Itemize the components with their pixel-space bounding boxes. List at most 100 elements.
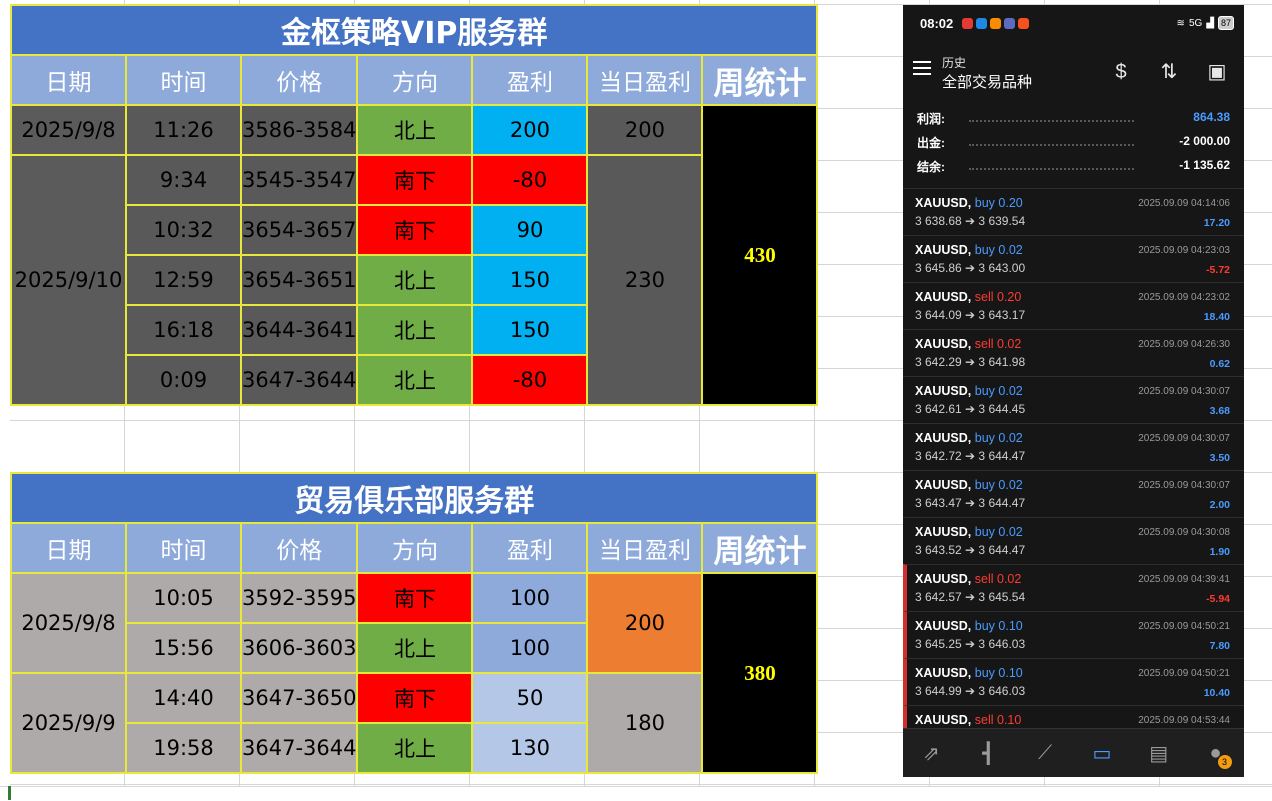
trade-symbol: XAUUSD, sell 0.02	[915, 337, 1021, 351]
date-cell[interactable]: 2025/9/10	[10, 154, 127, 406]
profit-cell[interactable]: 50	[471, 672, 589, 724]
header-price[interactable]: 价格	[239, 54, 359, 106]
trade-row[interactable]: XAUUSD, buy 0.02 2025.09.09 04:23:03 3 645…	[903, 235, 1244, 282]
header-direction[interactable]: 方向	[356, 522, 474, 574]
sort-icon[interactable]: ⇅	[1160, 61, 1178, 83]
price-cell[interactable]: 3592-3595	[239, 572, 359, 624]
time-cell[interactable]: 10:05	[125, 572, 242, 624]
daily-profit-cell[interactable]: 230	[586, 154, 704, 406]
direction-cell[interactable]: 南下	[356, 154, 474, 206]
direction-cell[interactable]: 北上	[356, 354, 474, 406]
profit-cell[interactable]: 150	[471, 304, 589, 356]
messages-icon[interactable]: ● 3	[1196, 733, 1236, 773]
time-cell[interactable]: 12:59	[125, 254, 242, 306]
price-cell[interactable]: 3647-3644	[239, 354, 359, 406]
time-cell[interactable]: 19:58	[125, 722, 242, 774]
bottom-navigation: ⇗ ┫ ⟋ ▭ ▤ ● 3	[903, 728, 1244, 777]
dollar-filter-icon[interactable]: $	[1115, 61, 1127, 83]
profit-cell[interactable]: 90	[471, 204, 589, 256]
price-cell[interactable]: 3644-3641	[239, 304, 359, 356]
date-cell[interactable]: 2025/9/8	[10, 572, 127, 674]
price-cell[interactable]: 3654-3651	[239, 254, 359, 306]
time-cell[interactable]: 11:26	[125, 104, 242, 156]
header-profit[interactable]: 盈利	[471, 54, 589, 106]
history-inbox-icon[interactable]: ▭	[1092, 742, 1112, 765]
direction-cell[interactable]: 北上	[356, 622, 474, 674]
news-icon[interactable]: ▤	[1149, 742, 1169, 765]
header-profit[interactable]: 盈利	[471, 522, 589, 574]
time-cell[interactable]: 10:32	[125, 204, 242, 256]
price-cell[interactable]: 3545-3547	[239, 154, 359, 206]
profit-cell[interactable]: -80	[471, 154, 589, 206]
trade-row[interactable]: XAUUSD, buy 0.02 2025.09.09 04:30:08 3 643…	[903, 517, 1244, 564]
trade-row[interactable]: XAUUSD, sell 0.02 2025.09.09 04:26:30 3 64…	[903, 329, 1244, 376]
profit-cell[interactable]: 100	[471, 572, 589, 624]
price-cell[interactable]: 3586-3584	[239, 104, 359, 156]
trade-symbol-name: XAUUSD,	[915, 431, 972, 445]
price-cell[interactable]: 3606-3603	[239, 622, 359, 674]
chart-candles-icon[interactable]: ┫	[982, 742, 995, 765]
price-cell[interactable]: 3647-3644	[239, 722, 359, 774]
header-date[interactable]: 日期	[10, 54, 127, 106]
time-cell[interactable]: 15:56	[125, 622, 242, 674]
table-title[interactable]: 金枢策略VIP服务群	[9, 4, 819, 56]
trade-row[interactable]: XAUUSD, buy 0.10 2025.09.09 04:50:21 3 645…	[903, 611, 1244, 658]
header-price[interactable]: 价格	[239, 522, 359, 574]
header-weekly-total[interactable]: 周统计	[701, 522, 819, 574]
quotes-icon[interactable]: ⇗	[923, 742, 940, 765]
trade-row[interactable]: XAUUSD, buy 0.02 2025.09.09 04:30:07 3 642…	[903, 376, 1244, 423]
trade-row[interactable]: XAUUSD, sell 0.10 2025.09.09 04:53:44	[903, 705, 1244, 752]
daily-profit-cell[interactable]: 180	[586, 672, 704, 774]
daily-profit-cell[interactable]: 200	[586, 104, 704, 156]
messages-badge: 3	[1217, 755, 1232, 769]
direction-cell[interactable]: 北上	[356, 254, 474, 306]
trade-row[interactable]: XAUUSD, sell 0.20 2025.09.09 04:23:02 3 64…	[903, 282, 1244, 329]
profit-cell[interactable]: -80	[471, 354, 589, 406]
direction-cell[interactable]: 南下	[356, 204, 474, 256]
trade-row[interactable]: XAUUSD, buy 0.02 2025.09.09 04:30:07 3 642…	[903, 423, 1244, 470]
profit-cell[interactable]: 150	[471, 254, 589, 306]
weekly-total-cell[interactable]: 380	[701, 572, 819, 774]
date-cell[interactable]: 2025/9/8	[10, 104, 127, 156]
trade-lot: 0.20	[997, 290, 1022, 304]
price-cell[interactable]: 3654-3657	[239, 204, 359, 256]
menu-icon[interactable]	[913, 61, 931, 75]
profit-cell[interactable]: 200	[471, 104, 589, 156]
trade-row[interactable]: XAUUSD, sell 0.02 2025.09.09 04:39:41 3 64…	[903, 564, 1244, 611]
direction-cell[interactable]: 南下	[356, 672, 474, 724]
trade-prices: 3 642.57 ➔ 3 645.54	[915, 590, 1026, 604]
trade-row[interactable]: XAUUSD, buy 0.10 2025.09.09 04:50:21 3 644…	[903, 658, 1244, 705]
profit-cell[interactable]: 130	[471, 722, 589, 774]
date-cell[interactable]: 2025/9/9	[10, 672, 127, 774]
direction-cell[interactable]: 北上	[356, 104, 474, 156]
direction-cell[interactable]: 北上	[356, 722, 474, 774]
table-title[interactable]: 贸易俱乐部服务群	[9, 472, 819, 524]
header-weekly-total[interactable]: 周统计	[701, 54, 819, 106]
header-date[interactable]: 日期	[10, 522, 127, 574]
trade-time: 2025.09.09 04:53:44	[1138, 715, 1230, 726]
header-daily-profit[interactable]: 当日盈利	[586, 522, 704, 574]
daily-profit-cell[interactable]: 200	[586, 572, 704, 674]
trade-row[interactable]: XAUUSD, buy 0.02 2025.09.09 04:30:07 3 643…	[903, 470, 1244, 517]
price-cell[interactable]: 3647-3650	[239, 672, 359, 724]
header-time[interactable]: 时间	[125, 522, 242, 574]
trade-lot: 0.02	[998, 243, 1023, 257]
time-cell[interactable]: 0:09	[125, 354, 242, 406]
time-cell[interactable]: 14:40	[125, 672, 242, 724]
header-daily-profit[interactable]: 当日盈利	[586, 54, 704, 106]
direction-cell[interactable]: 北上	[356, 304, 474, 356]
trade-row[interactable]: XAUUSD, buy 0.20 2025.09.09 04:14:06 3 638…	[903, 188, 1244, 235]
direction-cell[interactable]: 南下	[356, 572, 474, 624]
summary-value: -2 000.00	[1179, 134, 1230, 148]
time-cell[interactable]: 16:18	[125, 304, 242, 356]
weekly-total-cell[interactable]: 430	[701, 104, 819, 406]
trade-icon[interactable]: ⟋	[1038, 741, 1053, 764]
time-cell[interactable]: 9:34	[125, 154, 242, 206]
header-direction[interactable]: 方向	[356, 54, 474, 106]
app-bar: 历史 全部交易品种 $ ⇅ ▣	[903, 47, 1244, 97]
screen-title[interactable]: 全部交易品种	[942, 74, 1033, 91]
header-time[interactable]: 时间	[125, 54, 242, 106]
trade-symbol: XAUUSD, sell 0.10	[915, 713, 1021, 727]
profit-cell[interactable]: 100	[471, 622, 589, 674]
calendar-icon[interactable]: ▣	[1207, 61, 1227, 83]
